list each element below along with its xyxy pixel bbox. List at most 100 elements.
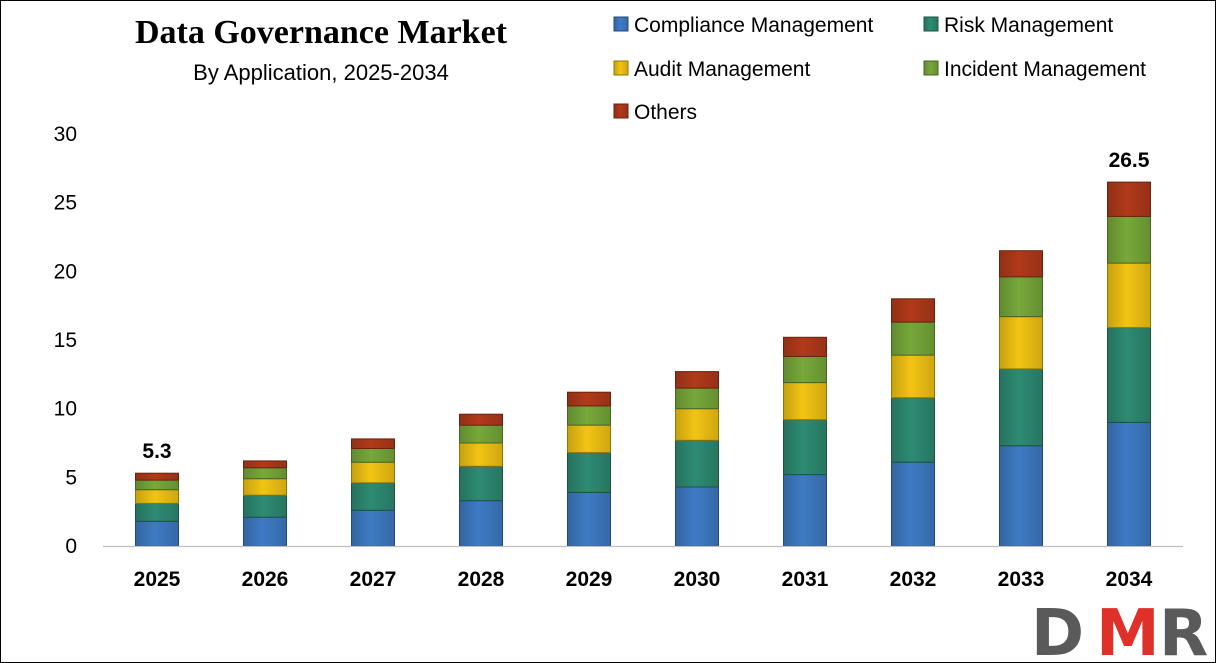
bar-segment-incident-management: [891, 321, 935, 356]
bar-stack-2034: [1107, 181, 1151, 547]
bar-segment-incident-management: [1107, 215, 1151, 264]
bar-segment-compliance-management: [675, 486, 719, 547]
y-tick-label: 5: [65, 466, 77, 489]
x-tick-label: 2029: [566, 568, 613, 591]
bar-segment-audit-management: [567, 424, 611, 454]
legend-label: Compliance Management: [634, 14, 873, 37]
legend-swatch: [923, 16, 939, 32]
bar-segment-others: [135, 472, 179, 481]
legend-swatch: [613, 103, 629, 119]
x-tick-label: 2034: [1106, 568, 1153, 591]
bar-segment-risk-management: [675, 439, 719, 488]
bar-segment-risk-management: [567, 452, 611, 493]
bar-segment-incident-management: [567, 405, 611, 426]
bar-segment-incident-management: [243, 467, 287, 480]
bar-segment-audit-management: [243, 478, 287, 496]
chart-subtitle: By Application, 2025-2034: [193, 60, 449, 85]
bar-segment-risk-management: [891, 397, 935, 463]
bar-segment-incident-management: [783, 356, 827, 384]
bar-segment-others: [351, 438, 395, 449]
bar-segment-others: [567, 391, 611, 407]
bar-segment-compliance-management: [999, 445, 1043, 547]
logo-letter: R: [1159, 597, 1208, 662]
bar-segment-compliance-management: [351, 509, 395, 547]
bar-segment-risk-management: [783, 419, 827, 476]
bar-segment-audit-management: [891, 354, 935, 399]
bar-segment-others: [243, 460, 287, 469]
legend-swatch: [613, 60, 629, 76]
bar-segment-others: [999, 250, 1043, 278]
bar-segment-incident-management: [999, 276, 1043, 318]
bar-stack-2030: [675, 371, 719, 547]
legend-item: Audit Management: [613, 58, 810, 81]
bar-segment-audit-management: [459, 442, 503, 467]
x-tick-label: 2027: [350, 568, 397, 591]
legend-swatch: [923, 60, 939, 76]
bar-segment-compliance-management: [135, 520, 179, 547]
bar-segment-risk-management: [351, 482, 395, 511]
bar-segment-audit-management: [351, 461, 395, 484]
bar-segment-compliance-management: [459, 500, 503, 547]
bar-stack-2031: [783, 336, 827, 547]
data-label: 5.3: [142, 440, 171, 463]
bar-segment-others: [675, 371, 719, 389]
logo-letter: M: [1096, 597, 1160, 662]
bar-segment-risk-management: [459, 465, 503, 502]
legend-label: Others: [634, 101, 697, 124]
bars: [135, 181, 1151, 547]
bar-segment-risk-management: [999, 368, 1043, 447]
x-tick-label: 2028: [458, 568, 505, 591]
bar-segment-risk-management: [1107, 327, 1151, 423]
legend-label: Risk Management: [944, 14, 1113, 37]
bar-segment-audit-management: [135, 489, 179, 504]
bar-segment-audit-management: [1107, 262, 1151, 329]
bar-segment-compliance-management: [243, 516, 287, 547]
bar-segment-incident-management: [459, 424, 503, 444]
legend-item: Compliance Management: [613, 14, 873, 37]
legend-swatch: [613, 16, 629, 32]
legend-item: Others: [613, 101, 697, 124]
bar-segment-incident-management: [135, 479, 179, 491]
bar-stack-2027: [351, 438, 395, 547]
bar-segment-compliance-management: [891, 461, 935, 547]
legend-item: Incident Management: [923, 58, 1146, 81]
bar-segment-compliance-management: [783, 474, 827, 547]
x-tick-label: 2033: [998, 568, 1045, 591]
y-tick-label: 10: [54, 398, 77, 421]
y-tick-label: 30: [54, 123, 77, 146]
data-labels: 5.3 26.5: [142, 149, 1149, 463]
x-tick-label: 2026: [242, 568, 289, 591]
x-tick-label: 2032: [890, 568, 937, 591]
legend-label: Incident Management: [944, 58, 1146, 81]
bar-stack-2032: [891, 298, 935, 547]
bar-segment-risk-management: [243, 494, 287, 518]
legend: Compliance Management Risk Management Audi…: [613, 14, 1146, 124]
data-label: 26.5: [1109, 149, 1150, 172]
bar-segment-compliance-management: [1107, 421, 1151, 547]
bar-segment-audit-management: [783, 382, 827, 421]
legend-item: Risk Management: [923, 14, 1113, 37]
y-tick-label: 0: [65, 535, 77, 558]
bar-segment-others: [1107, 181, 1151, 217]
x-tick-label: 2030: [674, 568, 721, 591]
bar-segment-risk-management: [135, 502, 179, 522]
bar-segment-incident-management: [351, 448, 395, 463]
bar-stack-2025: [135, 472, 179, 547]
chart-title: Data Governance Market: [135, 14, 508, 51]
bar-segment-others: [891, 298, 935, 323]
logo-letter: D: [1031, 597, 1084, 662]
bar-stack-2033: [999, 250, 1043, 547]
bar-stack-2028: [459, 413, 503, 547]
x-tick-label: 2025: [134, 568, 181, 591]
legend-label: Audit Management: [634, 58, 810, 81]
y-tick-label: 25: [54, 192, 77, 215]
bar-stack-2029: [567, 391, 611, 547]
bar-segment-audit-management: [999, 316, 1043, 370]
bar-segment-others: [783, 336, 827, 357]
y-axis: 0 5 10 15 20 25 30: [54, 123, 77, 558]
bar-segment-compliance-management: [567, 491, 611, 547]
y-tick-label: 15: [54, 329, 77, 352]
